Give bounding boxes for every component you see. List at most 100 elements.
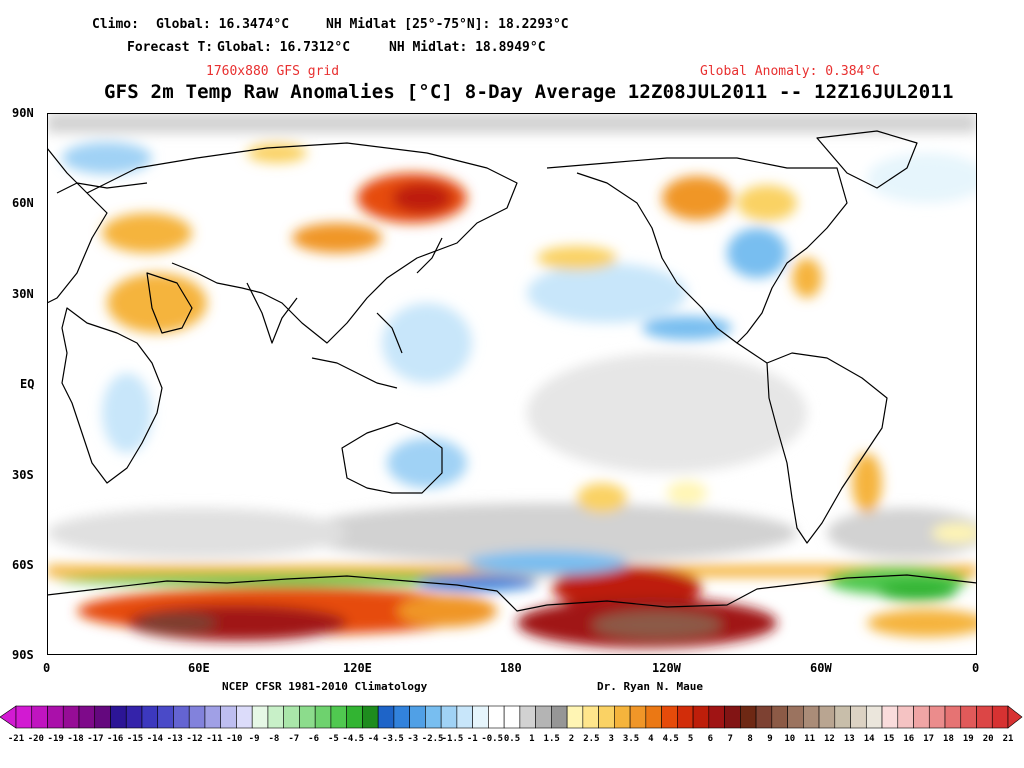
colorbar-swatch bbox=[47, 705, 64, 729]
climatology-credit: NCEP CFSR 1981-2010 Climatology bbox=[222, 680, 428, 693]
colorbar-label: -18 bbox=[67, 734, 84, 744]
colorbar-swatch bbox=[204, 705, 221, 729]
colorbar-label: -5 bbox=[328, 734, 339, 744]
colorbar-swatch bbox=[472, 705, 489, 729]
colorbar-swatch bbox=[377, 705, 395, 729]
colorbar-label: 5 bbox=[687, 734, 694, 744]
colorbar-label: -11 bbox=[206, 734, 223, 744]
colorbar-swatch bbox=[488, 705, 505, 729]
colorbar-label: -21 bbox=[7, 734, 25, 744]
colorbar-label: 16 bbox=[903, 734, 915, 744]
colorbar-label: 10 bbox=[784, 734, 796, 744]
climo-nh-midlat: NH Midlat [25°-75°N]: 18.2293°C bbox=[326, 17, 569, 32]
colorbar-swatch bbox=[771, 705, 788, 729]
colorbar-label: 12 bbox=[824, 734, 835, 744]
colorbar-label: 19 bbox=[962, 734, 974, 744]
colorbar-label: 13 bbox=[843, 734, 855, 744]
colorbar-label: 4.5 bbox=[662, 734, 679, 744]
colorbar-label: 11 bbox=[804, 734, 816, 744]
author-credit: Dr. Ryan N. Maue bbox=[597, 680, 703, 693]
colorbar-swatch bbox=[944, 705, 962, 729]
colorbar-swatch bbox=[897, 705, 914, 729]
colorbar-swatch bbox=[881, 705, 899, 729]
colorbar-swatch bbox=[755, 705, 773, 729]
colorbar-swatch bbox=[960, 705, 977, 729]
colorbar-label: 20 bbox=[982, 734, 994, 744]
colorbar-swatch bbox=[220, 705, 237, 729]
page-title: GFS 2m Temp Raw Anomalies [°C] 8-Day Ave… bbox=[104, 81, 954, 103]
colorbar-label: -1.5 bbox=[441, 734, 464, 744]
colorbar-arrow-right bbox=[1007, 705, 1023, 729]
colorbar-swatch bbox=[865, 705, 883, 729]
colorbar-label: 17 bbox=[923, 734, 935, 744]
colorbar-swatch bbox=[283, 705, 300, 729]
colorbar-swatch bbox=[661, 705, 678, 729]
colorbar-label: 18 bbox=[943, 734, 954, 744]
colorbar-label: 0.5 bbox=[503, 734, 521, 744]
colorbar-label: 9 bbox=[767, 734, 773, 744]
colorbar-label: -14 bbox=[146, 734, 164, 744]
lon-label-120w: 120W bbox=[652, 661, 681, 675]
colorbar-swatch bbox=[330, 705, 347, 729]
colorbar-swatch bbox=[393, 705, 410, 729]
colorbar-label: -7 bbox=[288, 734, 300, 744]
colorbar-swatch bbox=[299, 705, 316, 729]
colorbar-label: 6 bbox=[707, 734, 714, 744]
colorbar-label: 21 bbox=[1002, 734, 1014, 744]
colorbar-swatch bbox=[346, 705, 363, 729]
colorbar-swatch bbox=[850, 705, 867, 729]
colorbar-label: 3.5 bbox=[622, 734, 640, 744]
anomaly-map bbox=[47, 113, 977, 655]
colorbar-label: -9 bbox=[248, 734, 260, 744]
map-frame bbox=[47, 113, 977, 655]
colorbar-label: -4.5 bbox=[342, 734, 365, 744]
colorbar-swatch bbox=[440, 705, 458, 729]
colorbar-swatch bbox=[645, 705, 662, 729]
colorbar-label: -19 bbox=[47, 734, 64, 744]
grid-label: 1760x880 GFS grid bbox=[206, 64, 340, 79]
colorbar-swatch bbox=[834, 705, 851, 729]
colorbar-swatch bbox=[803, 705, 820, 729]
colorbar-swatch bbox=[928, 705, 946, 729]
colorbar-swatch bbox=[15, 705, 33, 729]
colorbar-swatch bbox=[110, 705, 127, 729]
lat-label-60s: 60S bbox=[12, 558, 34, 572]
colorbar-swatch bbox=[913, 705, 930, 729]
colorbar-label: 14 bbox=[863, 734, 875, 744]
coastlines bbox=[47, 130, 977, 612]
climo-label: Climo: bbox=[92, 17, 139, 32]
colorbar-swatch bbox=[78, 705, 96, 729]
lon-label-0-east: 0 bbox=[972, 661, 980, 675]
lat-label-30s: 30S bbox=[12, 468, 34, 482]
colorbar-label: 4 bbox=[648, 734, 654, 744]
colorbar-swatch bbox=[818, 705, 836, 729]
colorbar-swatch bbox=[519, 705, 536, 729]
colorbar-swatch bbox=[267, 705, 284, 729]
lon-label-0: 0 bbox=[43, 661, 51, 675]
colorbar-swatch bbox=[692, 705, 710, 729]
global-anomaly: Global Anomaly: 0.384°C bbox=[700, 64, 881, 79]
colorbar-swatch bbox=[991, 705, 1009, 729]
colorbar-label: 1.5 bbox=[543, 734, 560, 744]
forecast-global: Global: 16.7312°C bbox=[217, 40, 351, 55]
colorbar-swatch bbox=[629, 705, 647, 729]
colorbar-label: 15 bbox=[883, 734, 895, 744]
colorbar-label: -20 bbox=[27, 734, 44, 744]
colorbar-swatch bbox=[582, 705, 599, 729]
colorbar-label: -15 bbox=[126, 734, 144, 744]
colorbar-swatch bbox=[62, 705, 80, 729]
colorbar-swatch bbox=[566, 705, 584, 729]
colorbar-label: 8 bbox=[747, 734, 753, 744]
colorbar-label: -4 bbox=[367, 734, 379, 744]
colorbar-swatch bbox=[787, 705, 804, 729]
lon-label-60w: 60W bbox=[810, 661, 832, 675]
colorbar-swatch bbox=[94, 705, 111, 729]
colorbar-swatch bbox=[425, 705, 442, 729]
colorbar-label: 3 bbox=[608, 734, 614, 744]
colorbar-swatch bbox=[362, 705, 379, 729]
colorbar-swatch bbox=[173, 705, 190, 729]
colorbar-label: -0.5 bbox=[481, 734, 503, 744]
colorbar-swatch bbox=[314, 705, 332, 729]
lon-label-60e: 60E bbox=[188, 661, 210, 675]
colorbar-label: -16 bbox=[107, 734, 124, 744]
